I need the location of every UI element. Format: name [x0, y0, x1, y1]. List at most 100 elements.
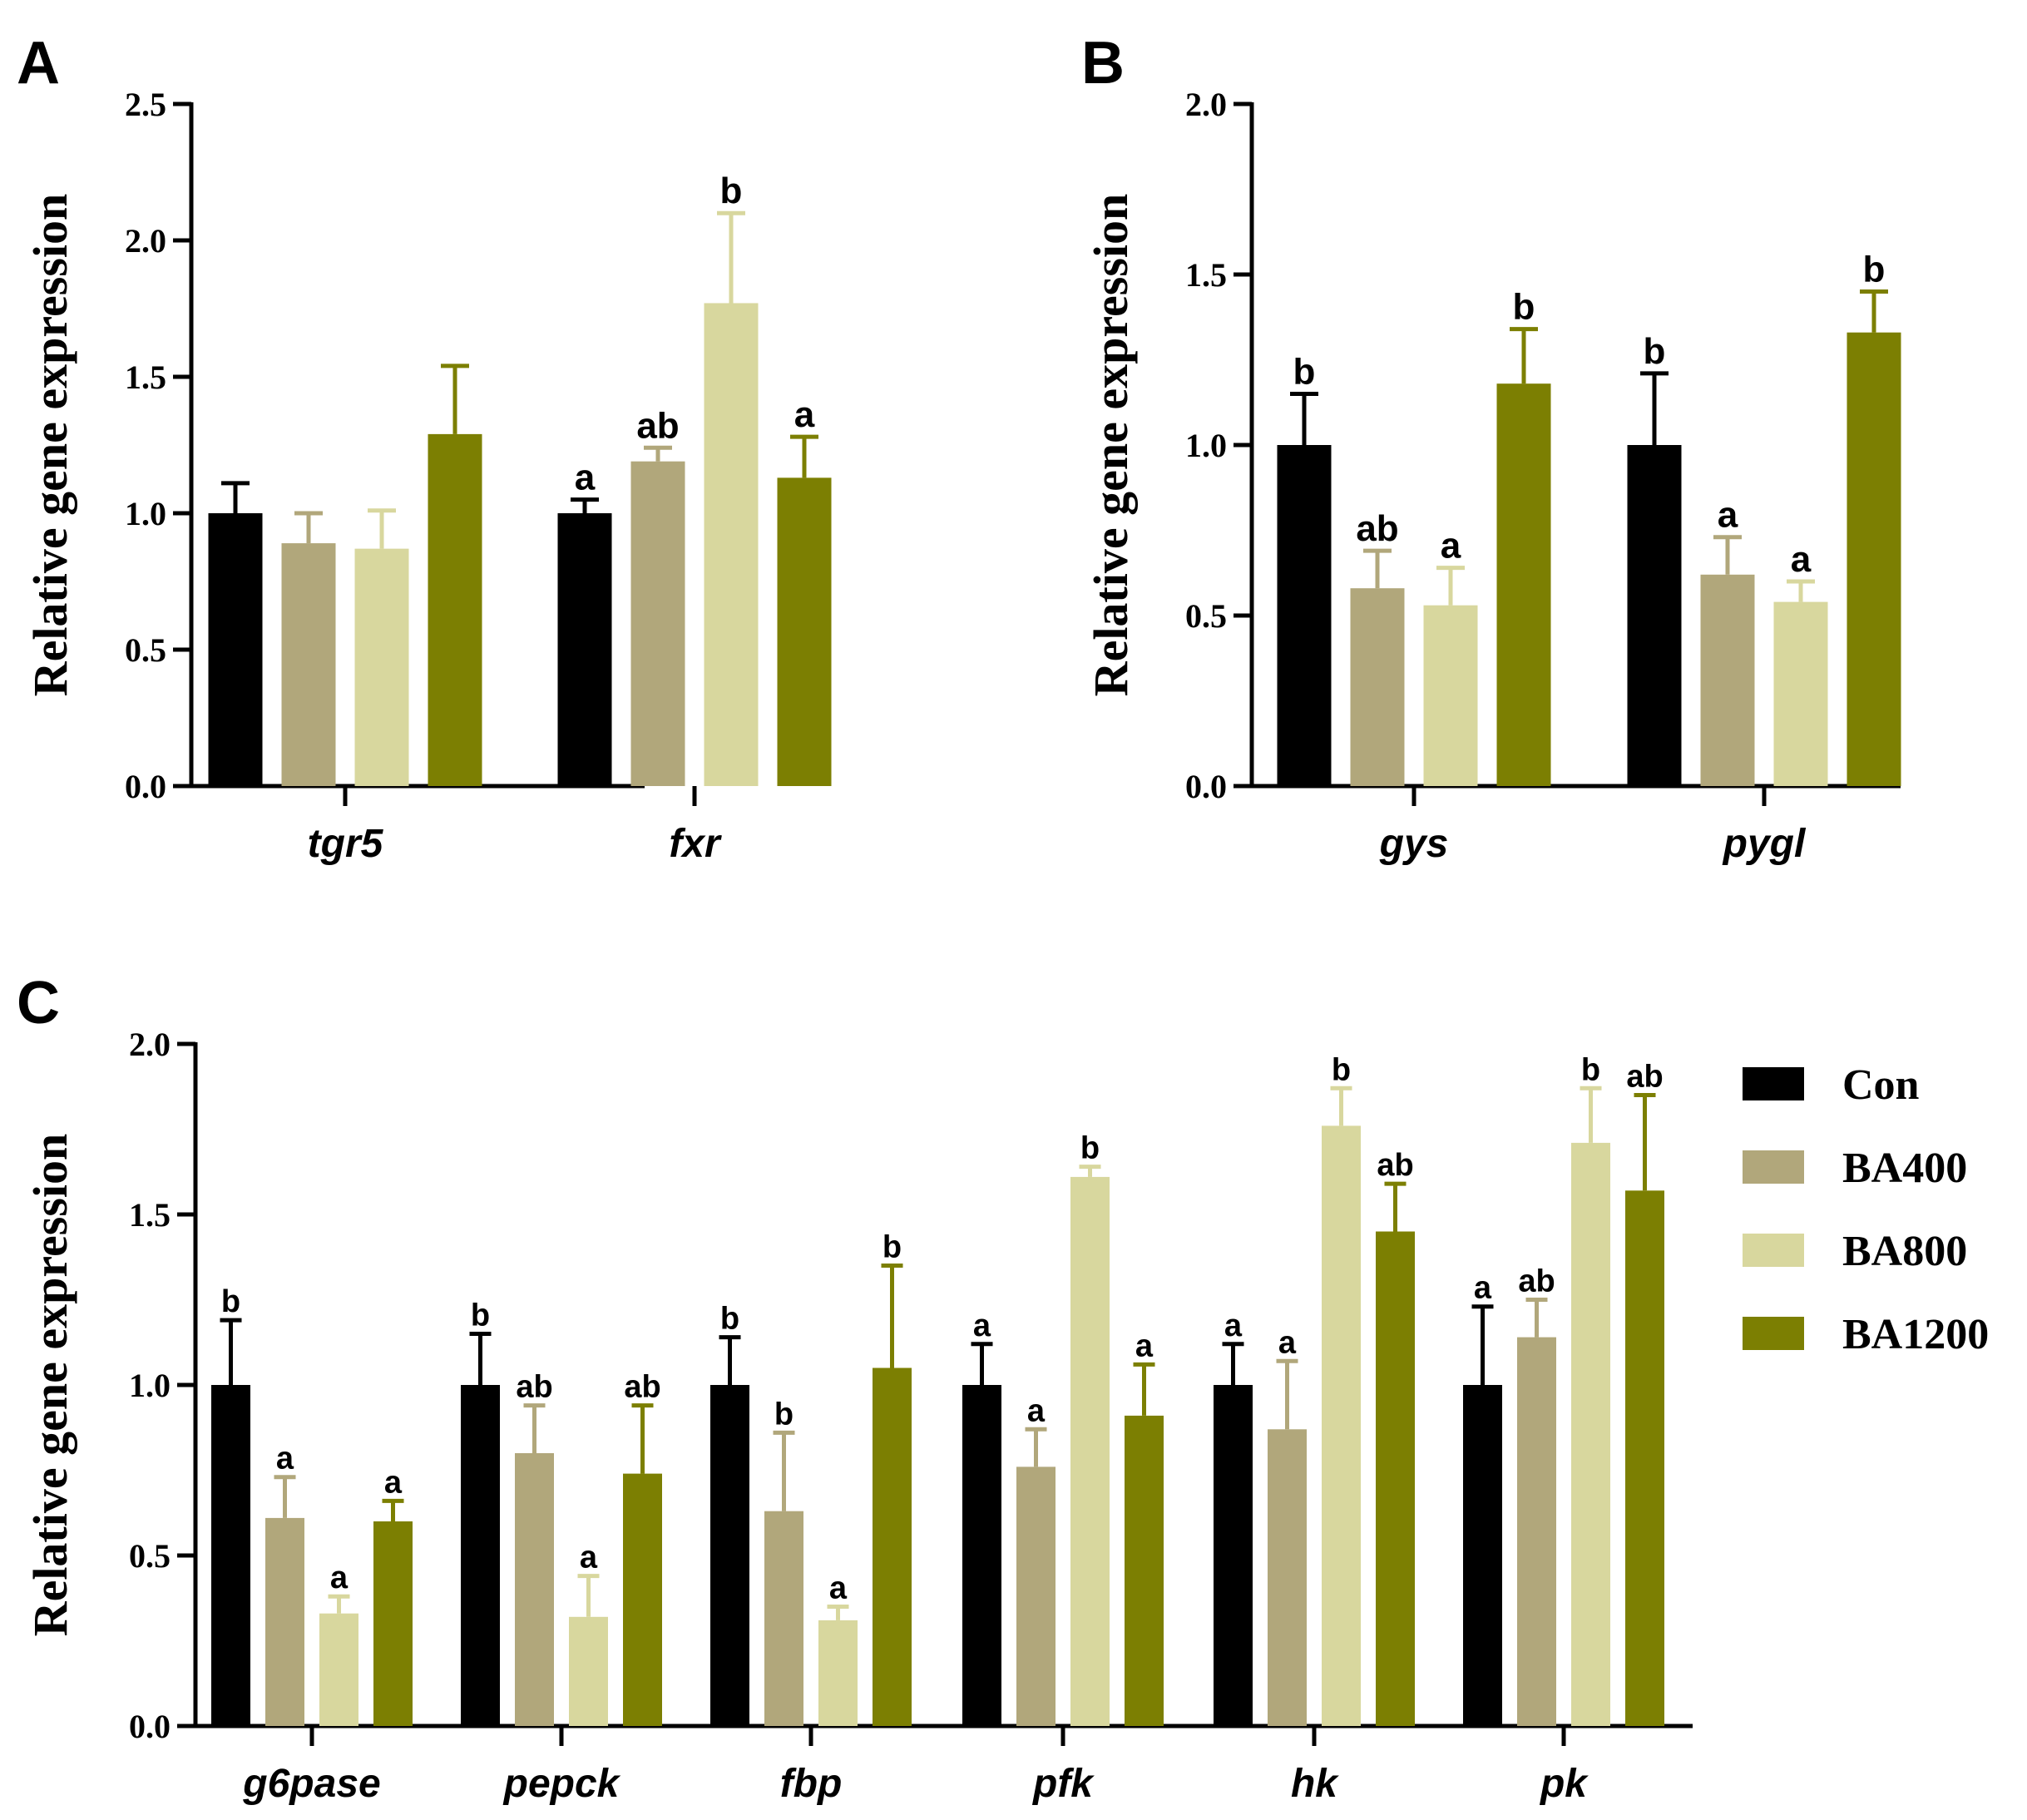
bar-con [710, 1385, 749, 1726]
y-tick-label: 2.5 [125, 86, 166, 123]
y-tick-label: 1.0 [129, 1367, 171, 1404]
y-tick-label: 1.5 [129, 1196, 171, 1234]
x-tick-label: fbp [780, 1762, 843, 1806]
significance-letter: ab [636, 405, 679, 446]
significance-letter: a [1474, 1271, 1492, 1306]
legend-label-con: Con [1842, 1061, 1920, 1109]
significance-letter: b [1293, 352, 1316, 393]
significance-letter: a [580, 1541, 598, 1575]
y-tick-label: 1.0 [1185, 427, 1227, 464]
bar-ba400 [281, 543, 336, 786]
y-tick-label: 2.0 [129, 1026, 171, 1063]
bar-ba800 [818, 1620, 858, 1726]
bar-ba1200 [1125, 1415, 1164, 1726]
bar-con [1463, 1385, 1502, 1726]
bar-ba800 [1322, 1125, 1361, 1726]
x-tick-label: pfk [1031, 1762, 1095, 1806]
panel-letter: A [17, 30, 60, 96]
x-tick-label: gys [1379, 822, 1449, 866]
bar-ba800 [1423, 605, 1478, 786]
x-tick-label: g6pase [242, 1762, 380, 1806]
panel-b-chart: B Relative gene expression 0.0 0.5 1.0 1.5 2.0… [1081, 30, 1901, 866]
x-tick-label: hk [1291, 1762, 1339, 1806]
significance-letter: b [1332, 1052, 1351, 1087]
significance-letter: ab [516, 1370, 552, 1405]
significance-letter: b [1863, 250, 1886, 290]
y-tick-label: 2.0 [1185, 86, 1227, 123]
y-tick-label: 1.5 [1185, 256, 1227, 294]
significance-letter: ab [1356, 508, 1398, 549]
significance-letter: a [1027, 1393, 1046, 1428]
y-axis-title: Relative gene expression [23, 194, 77, 697]
bar-ba1200 [1625, 1190, 1664, 1726]
significance-letter: a [276, 1442, 294, 1476]
significance-letter: b [471, 1298, 490, 1333]
bar-ba400 [1700, 574, 1755, 786]
bar-ba1200 [623, 1473, 662, 1726]
legend-swatch-ba400 [1743, 1150, 1804, 1184]
bar-ba400 [1517, 1337, 1556, 1726]
bar-ba400 [515, 1453, 554, 1726]
y-tick-label: 1.0 [125, 495, 166, 532]
legend-label-ba800: BA800 [1842, 1228, 1967, 1275]
y-tick-label: 0.0 [1185, 768, 1227, 805]
bar-con [1627, 445, 1682, 786]
y-tick-label: 0.5 [1185, 597, 1227, 635]
y-axis-title: Relative gene expression [23, 1134, 77, 1637]
bar-con [208, 513, 263, 786]
significance-letter: b [221, 1284, 240, 1319]
significance-letter: b [882, 1230, 902, 1265]
bar-con [461, 1385, 500, 1726]
bar-ba800 [354, 548, 409, 786]
significance-letter: ab [1626, 1060, 1663, 1095]
panel-letter: B [1081, 30, 1125, 96]
panel-letter: C [17, 970, 60, 1036]
panel-a-chart: A Relative gene expression 0.0 0.5 1.0 1.5 2.0… [17, 30, 832, 866]
significance-letter: a [829, 1571, 848, 1606]
bar-ba800 [704, 303, 759, 786]
bar-ba1200 [1847, 332, 1901, 786]
significance-letter: a [330, 1560, 349, 1595]
legend-swatch-con [1743, 1067, 1804, 1100]
bar-ba800 [569, 1616, 608, 1726]
y-tick-label: 2.0 [125, 222, 166, 260]
y-tick-label: 0.0 [125, 768, 166, 805]
bar-ba400 [1350, 588, 1405, 786]
significance-letter: a [1278, 1325, 1297, 1360]
bar-ba1200 [777, 477, 832, 786]
legend-label-ba400: BA400 [1842, 1145, 1967, 1192]
bar-ba400 [265, 1517, 304, 1726]
significance-letter: a [575, 457, 596, 498]
bar-con [962, 1385, 1001, 1726]
bar-con [211, 1385, 250, 1726]
bar-ba800 [1070, 1176, 1110, 1726]
bar-con [557, 513, 612, 786]
significance-letter: a [1718, 495, 1738, 536]
significance-letter: b [1080, 1131, 1100, 1166]
x-tick-label: pygl [1722, 822, 1807, 866]
x-tick-label: pk [1539, 1762, 1589, 1806]
bar-con [1214, 1385, 1253, 1726]
legend-swatch-ba800 [1743, 1234, 1804, 1267]
bar-ba1200 [373, 1521, 413, 1726]
significance-letter: a [1224, 1308, 1243, 1343]
significance-letter: b [1513, 287, 1535, 328]
significance-letter: b [720, 1302, 739, 1337]
bar-ba400 [1268, 1429, 1307, 1726]
bar-ba800 [1773, 601, 1828, 786]
y-tick-label: 0.5 [125, 631, 166, 669]
significance-letter: a [1135, 1328, 1154, 1363]
significance-letter: b [1644, 331, 1666, 372]
significance-letter: ab [1518, 1264, 1555, 1299]
significance-letter: a [794, 394, 815, 435]
x-tick-label: tgr5 [308, 822, 384, 866]
significance-letter: a [384, 1465, 403, 1500]
significance-letter: a [1791, 539, 1812, 580]
x-tick-label: fxr [669, 822, 722, 866]
bar-ba1200 [1376, 1231, 1415, 1726]
bar-con [1277, 445, 1332, 786]
bar-ba800 [319, 1613, 358, 1726]
bar-ba800 [1571, 1142, 1610, 1726]
y-tick-label: 0.0 [129, 1708, 171, 1745]
